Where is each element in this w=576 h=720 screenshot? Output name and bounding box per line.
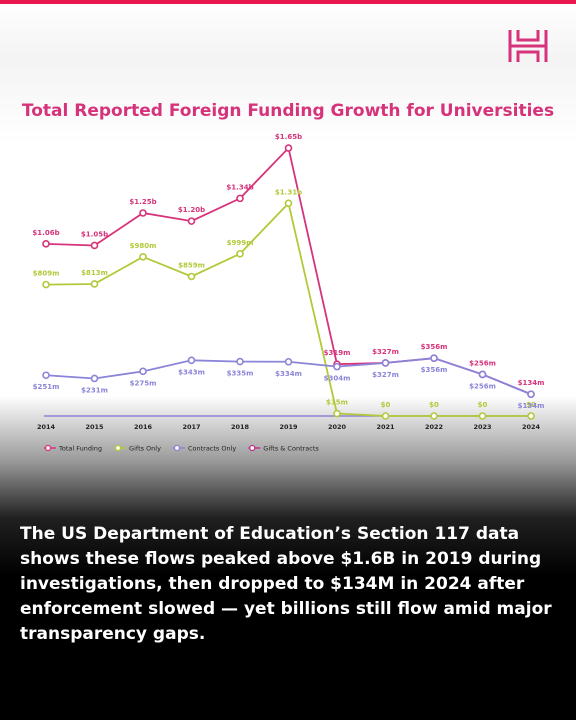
value-label: $1.34b [226,183,253,191]
value-label: $335m [227,370,254,378]
x-tick-label: 2022 [425,423,443,431]
point [42,371,50,380]
value-label: $813m [81,269,108,277]
point [430,354,438,362]
point [478,412,487,420]
value-label: $304m [324,375,351,383]
point [284,199,293,208]
value-label: $1.31b [275,188,302,196]
top-stripe [0,0,576,4]
point [527,390,535,399]
value-label: $0 [526,401,536,409]
point [284,357,293,366]
point [90,374,99,383]
x-tick-label: 2020 [328,423,347,431]
point [139,253,147,261]
value-label: $256m [469,382,496,390]
value-label: $1.20b [178,206,205,214]
value-label: $327m [372,348,399,356]
value-label: $356m [421,343,448,351]
point [430,412,438,420]
point [187,356,196,365]
x-tick-label: 2015 [85,423,104,431]
value-label: $343m [178,368,205,376]
chart-title: Total Reported Foreign Funding Growth fo… [22,101,554,121]
value-label: $134m [518,402,545,410]
value-label: $256m [469,359,496,367]
point [333,362,341,371]
legend-label: Total Funding [58,445,102,453]
legend-marker [249,444,256,452]
value-label: $15m [326,399,348,407]
point [139,367,147,376]
x-tick-label: 2024 [522,423,541,431]
x-tick-label: 2021 [376,423,395,431]
value-label: $0 [381,401,391,409]
point [236,357,244,366]
value-label: $1.65b [275,133,302,141]
legend-label: Gifts & Contracts [263,445,319,453]
x-tick-label: 2016 [134,423,153,431]
value-label: $980m [130,242,157,250]
legend-marker [114,444,122,452]
value-label: $334m [275,370,302,378]
legend-label: Gifts Only [129,445,161,453]
point [381,359,390,367]
point [333,409,341,418]
value-label: $275m [130,379,157,387]
value-label: $319m [324,349,351,357]
value-label: $859m [178,261,205,269]
brand-logo [508,30,548,62]
value-label: $327m [372,371,399,379]
value-label: $356m [421,366,448,374]
x-tick-label: 2018 [231,423,250,431]
x-tick-label: 2019 [279,423,298,431]
value-label: $1.25b [129,198,156,206]
value-label: $134m [518,379,545,387]
legend-marker [173,444,181,452]
legend-marker [44,444,52,452]
value-label: $251m [33,383,60,391]
point [527,412,535,420]
point [90,241,99,250]
point [187,272,196,281]
value-label: $0 [429,401,439,409]
x-tick-label: 2014 [37,423,56,431]
value-label: $1.05b [81,230,108,238]
x-tick-label: 2023 [473,423,491,431]
point [478,370,487,379]
point [381,412,390,420]
point [236,194,244,203]
value-label: $809m [33,270,60,278]
point [236,249,244,258]
point [139,209,147,217]
point [187,217,196,225]
value-label: $1.06b [32,229,59,237]
point [42,280,50,289]
value-label: $0 [478,401,488,409]
legend-label: Contracts Only [188,445,236,453]
caption: The US Department of Education’s Section… [20,524,552,644]
value-label: $231m [81,386,108,394]
value-label: $999m [227,239,254,247]
point [90,280,99,288]
series-line [45,201,531,417]
x-tick-label: 2017 [182,423,200,431]
point [42,240,50,248]
point [284,144,293,152]
